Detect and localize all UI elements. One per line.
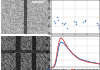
Line: Cr atomic index: Cr atomic index (51, 42, 100, 68)
Cr atomic index (77, 57, 78, 58)
Point (66, 27, 68, 28)
Cr concentration index (63, 40, 64, 41)
Cr concentration index (58, 43, 59, 44)
Cr concentration index (89, 62, 90, 63)
Cr concentration index (59, 39, 60, 40)
Cr concentration index (57, 50, 58, 51)
Cr concentration index (56, 58, 57, 59)
Point (75, 24, 77, 25)
Cr concentration index (82, 60, 83, 61)
Cr concentration index (72, 54, 74, 55)
Cr concentration index (75, 56, 76, 57)
Cr atomic index (96, 63, 98, 64)
Cr atomic index (63, 43, 64, 44)
Point (53, 21, 54, 22)
Point (98, 27, 100, 28)
Cr concentration index (65, 44, 66, 45)
Line: Cr concentration index: Cr concentration index (51, 38, 100, 68)
Cr atomic index (75, 55, 76, 56)
Cr concentration index (70, 51, 71, 52)
Cr atomic index (57, 54, 58, 55)
Cr atomic index (58, 47, 59, 48)
Cr atomic index (84, 60, 86, 61)
Point (54, 22, 56, 23)
Cr concentration index (92, 62, 93, 63)
Cr atomic index (70, 51, 71, 52)
Point (75, 22, 76, 23)
Cr atomic index (87, 61, 88, 62)
Cr atomic index (72, 54, 74, 55)
Cr atomic index (80, 59, 81, 60)
Cr concentration index (60, 37, 62, 38)
Cr concentration index (77, 58, 78, 59)
Cr atomic index (54, 65, 56, 66)
Point (63, 24, 65, 25)
Cr atomic index (92, 62, 93, 63)
Cr concentration index (51, 68, 52, 69)
Point (84, 21, 86, 22)
Cr atomic index (52, 67, 53, 68)
Cr atomic index (82, 59, 83, 60)
Cr atomic index (65, 45, 66, 46)
Cr atomic index (68, 48, 69, 49)
Legend: Cr atomic index, Cr concentration index: Cr atomic index, Cr concentration index (47, 68, 98, 70)
Point (82, 21, 84, 22)
Cr concentration index (84, 61, 86, 62)
Cr concentration index (53, 66, 54, 67)
Point (98, 25, 99, 26)
Point (56, 16, 58, 17)
Cr concentration index (96, 63, 98, 64)
Cr atomic index (94, 62, 95, 63)
Cr concentration index (52, 67, 53, 68)
Cr concentration index (94, 63, 95, 64)
Cr concentration index (80, 59, 81, 60)
Cr atomic index (51, 68, 52, 69)
Cr atomic index (59, 43, 60, 44)
Point (64, 22, 66, 24)
Cr concentration index (68, 48, 69, 49)
Point (96, 22, 98, 23)
Point (84, 19, 86, 21)
Cr concentration index (54, 63, 56, 64)
Point (73, 20, 75, 21)
Point (61, 23, 63, 24)
Point (57, 19, 58, 20)
Cr atomic index (53, 66, 54, 67)
